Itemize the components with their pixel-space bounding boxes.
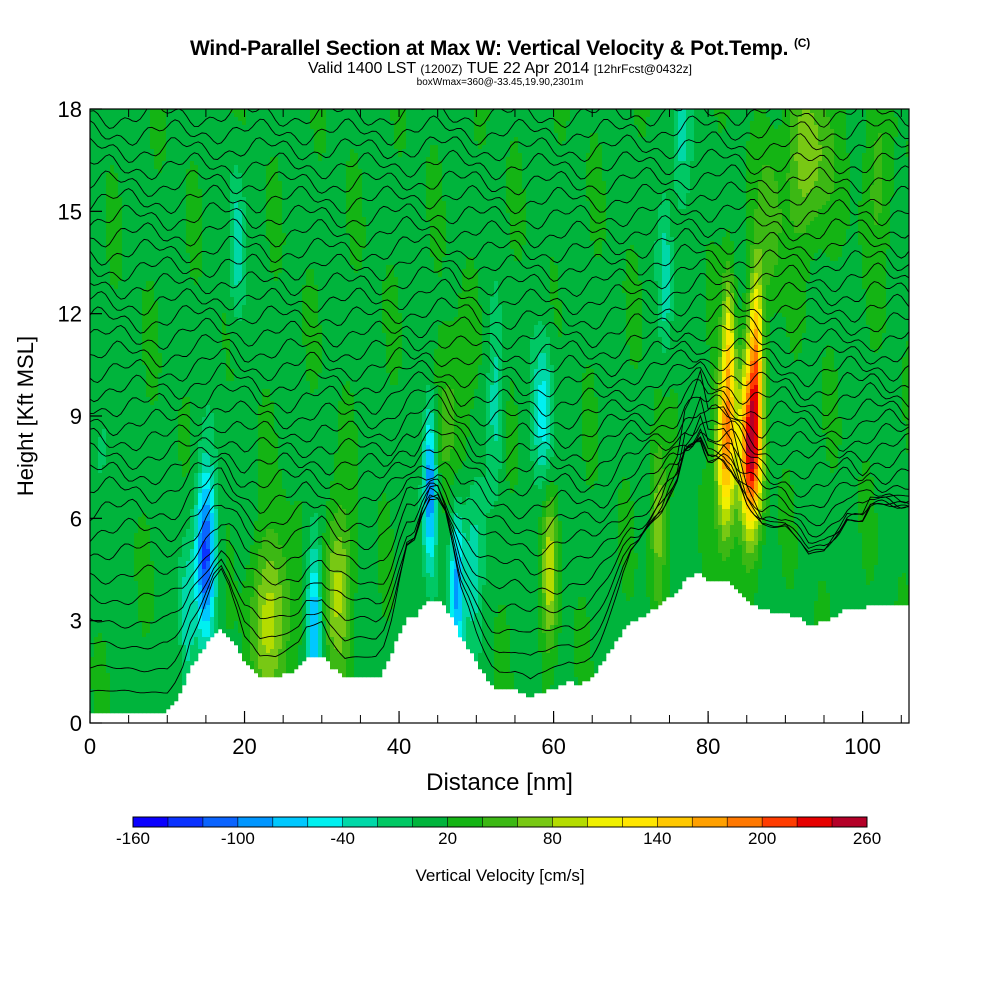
isentrope-line: [90, 198, 909, 231]
colorbar-swatch: [762, 817, 798, 827]
y-tick-label: 3: [70, 609, 82, 634]
chart-subtitle-box: boxWmax=360@-33.45,19.90,2301m: [0, 77, 1000, 88]
x-tick-label: 40: [387, 734, 411, 759]
isentrope-line: [90, 243, 909, 282]
isentrope-line: [90, 273, 909, 316]
x-tick-label: 20: [232, 734, 256, 759]
colorbar-swatch: [412, 817, 448, 827]
plot-area: [90, 109, 909, 714]
colorbar-swatch: [307, 817, 344, 827]
colorbar-swatch: [832, 817, 868, 827]
isentrope-line: [90, 258, 909, 300]
colorbar-tick-label: 140: [643, 829, 671, 848]
isentrope-line: [90, 428, 909, 629]
y-tick-label: 18: [58, 97, 82, 122]
isentrope-line: [90, 215, 909, 249]
subtitle-date: TUE 22 Apr 2014: [467, 60, 590, 77]
y-tick-label: 12: [58, 302, 82, 327]
colorbar-tick-label: 260: [853, 829, 881, 848]
colorbar-swatch: [447, 817, 483, 827]
colorbar-swatch: [692, 817, 728, 827]
isentrope-line: [90, 289, 909, 334]
colorbar-swatch: [587, 817, 623, 827]
colorbar-tick-label: -160: [116, 829, 150, 848]
isentrope-line: [90, 414, 909, 650]
x-tick-label: 80: [696, 734, 720, 759]
y-axis-label: Height [Kft MSL]: [13, 336, 38, 496]
subtitle-utc: (1200Z): [420, 62, 462, 76]
isentrope-line: [90, 404, 909, 486]
colorbar-swatch: [622, 817, 658, 827]
colorbar-frame: [132, 816, 868, 828]
colorbar-swatch: [377, 817, 413, 827]
isentrope-line: [90, 436, 909, 543]
isentrope-line: [90, 439, 909, 561]
isentrope-line: [90, 361, 909, 418]
isentrope-line: [90, 115, 909, 146]
chart-title-text: Wind-Parallel Section at Max W: Vertical…: [190, 37, 789, 60]
colorbar-swatch: [482, 817, 518, 827]
colorbar-swatch: [167, 817, 204, 827]
x-tick-label: 60: [541, 734, 565, 759]
x-axis-label: Distance [nm]: [426, 769, 573, 796]
isentrope-line: [90, 367, 909, 437]
y-tick-label: 15: [58, 199, 82, 224]
isentrope-line: [90, 441, 909, 585]
isentrope-line: [90, 337, 909, 384]
colorbar-tick-label: -100: [221, 829, 255, 848]
isentrope-line: [90, 349, 909, 403]
isentrope-line: [90, 109, 909, 129]
colorbar-swatch: [272, 817, 309, 827]
isentrope-line: [90, 437, 909, 606]
isentrope-line: [90, 419, 909, 504]
chart-title: Wind-Parallel Section at Max W: Vertical…: [0, 36, 1000, 61]
colorbar-swatch: [517, 817, 553, 827]
colorbar-label: Vertical Velocity [cm/s]: [415, 866, 584, 885]
y-tick-label: 6: [70, 506, 82, 531]
isentrope-line: [90, 164, 909, 197]
y-tick-label: 9: [70, 404, 82, 429]
colorbar-swatch: [657, 817, 693, 827]
isentrope-line: [90, 323, 909, 368]
colorbar: -160 -100 -40 20 80 140 200 260 Vertical Velocit…: [116, 816, 881, 885]
colorbar-tick-label: -40: [330, 829, 355, 848]
colorbar-swatch: [237, 817, 274, 827]
isentrope-line: [90, 378, 909, 452]
subtitle-forecast: [12hrFcst@0432z]: [594, 62, 692, 76]
isentrope-line: [90, 369, 909, 694]
velocity-field: [90, 109, 909, 714]
colorbar-swatch: [202, 817, 239, 827]
colorbar-swatch: [342, 817, 378, 827]
isentrope-line: [90, 394, 909, 470]
isentrope-line: [90, 181, 909, 215]
isentrope-line: [90, 148, 909, 181]
colorbar-swatch: [133, 817, 169, 827]
x-tick-label: 100: [844, 734, 881, 759]
colorbar-tick-label: 20: [438, 829, 457, 848]
colorbar-swatch: [727, 817, 763, 827]
colorbar-swatch: [552, 817, 588, 827]
isentrope-line: [90, 395, 909, 673]
colorbar-swatch: [797, 817, 833, 827]
chart-subtitle: Valid 1400 LST (1200Z) TUE 22 Apr 2014 […: [0, 60, 1000, 78]
x-tick-label: 0: [84, 734, 96, 759]
isentrope-line: [90, 303, 909, 351]
axes: 0 20 40 60 80 100 0 3 6 9 12 15 18 Distance [nm] Heigh…: [13, 97, 910, 796]
y-tick-label: 0: [70, 711, 82, 736]
colorbar-tick-label: 80: [543, 829, 562, 848]
subtitle-valid: Valid 1400 LST: [308, 60, 416, 77]
isentrope-line: [90, 428, 909, 522]
copyright-mark: (C): [794, 36, 810, 50]
colorbar-tick-label: 200: [748, 829, 776, 848]
isentropes: [90, 109, 909, 694]
isentrope-line: [90, 228, 909, 266]
isentrope-line: [90, 131, 909, 163]
